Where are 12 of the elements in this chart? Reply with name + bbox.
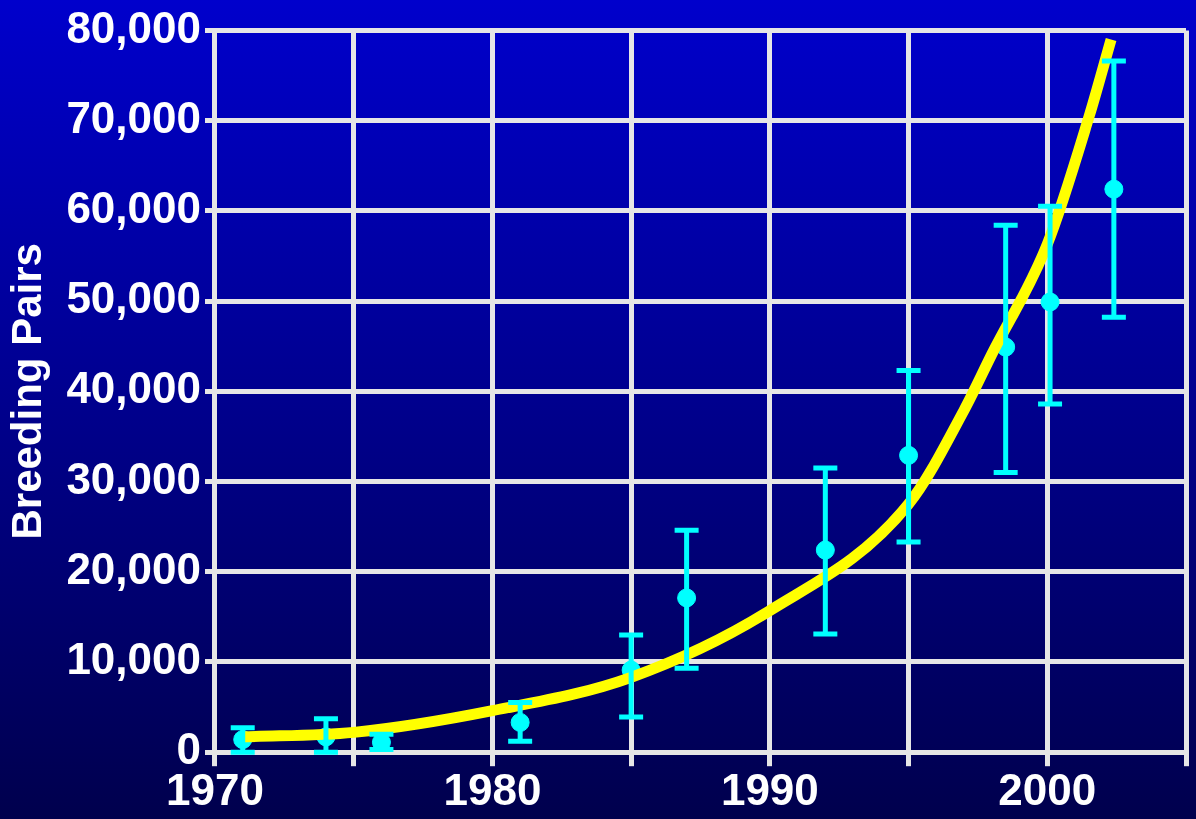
y-axis-title: Breeding Pairs	[2, 243, 50, 540]
y-tick-label: 40,000	[66, 363, 201, 413]
y-tick-label: 10,000	[66, 634, 201, 684]
x-tick-label: 1980	[443, 764, 542, 814]
x-tick-label: 1990	[720, 764, 819, 814]
y-tick-label: 20,000	[66, 543, 201, 593]
y-tick-label: 80,000	[66, 2, 201, 52]
y-tick-label: 30,000	[66, 453, 201, 503]
x-tick-label: 2000	[998, 764, 1097, 814]
y-tick-label: 50,000	[66, 273, 201, 323]
y-tick-label: 70,000	[66, 92, 201, 142]
y-tick-label: 60,000	[66, 182, 201, 232]
